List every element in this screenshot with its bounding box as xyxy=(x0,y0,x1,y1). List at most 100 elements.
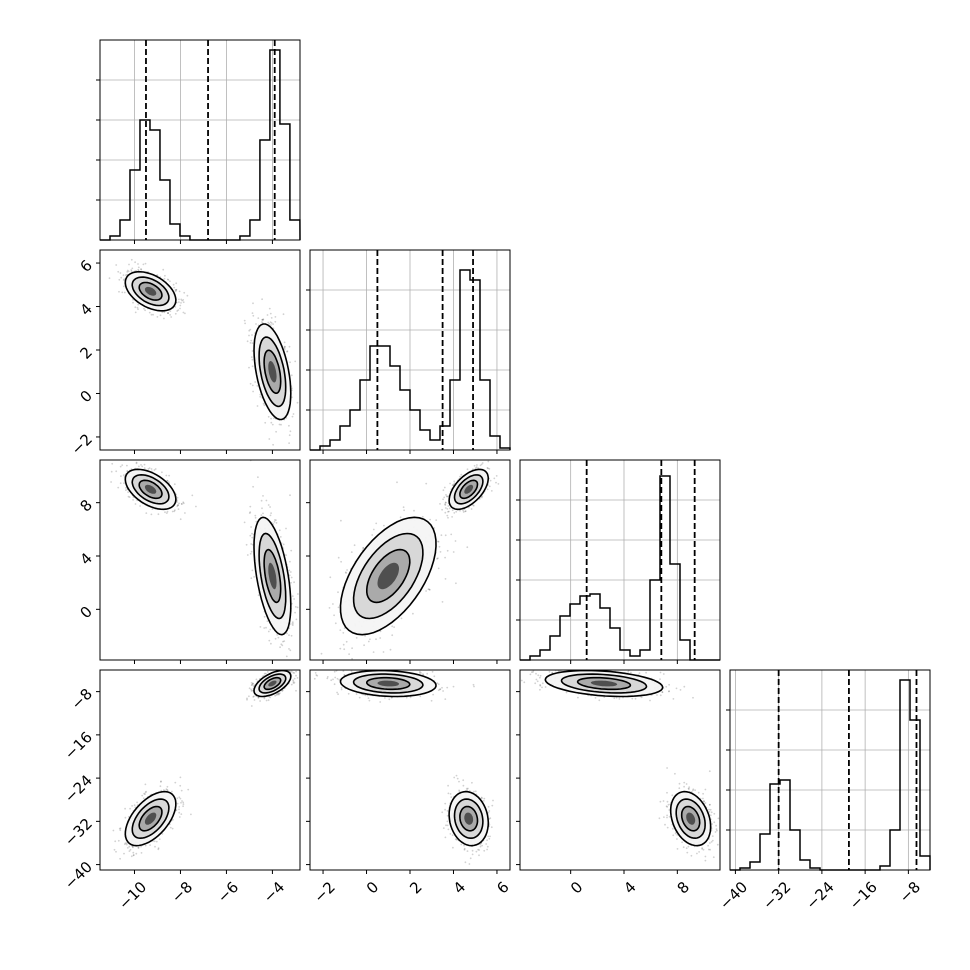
sample-point xyxy=(144,793,146,795)
sample-point xyxy=(173,510,176,513)
sample-point xyxy=(138,465,140,468)
sample-point xyxy=(127,491,129,493)
sample-point xyxy=(125,487,127,489)
sample-point xyxy=(435,519,438,521)
sample-point xyxy=(123,482,125,485)
sample-point xyxy=(355,637,358,639)
sample-point xyxy=(444,501,447,504)
sample-point xyxy=(137,847,140,849)
sample-point xyxy=(140,268,143,271)
sample-point xyxy=(345,640,348,643)
sample-point xyxy=(291,595,294,597)
sample-point xyxy=(367,640,370,643)
sample-point xyxy=(288,648,290,650)
sample-point xyxy=(286,632,288,635)
sample-point xyxy=(371,534,374,536)
sample-point xyxy=(153,840,156,843)
sample-point xyxy=(282,313,285,316)
sample-point xyxy=(285,527,287,530)
sample-point xyxy=(290,549,293,552)
sample-point xyxy=(119,482,122,485)
sample-point xyxy=(168,481,170,483)
sample-point xyxy=(447,516,449,519)
sample-point xyxy=(472,504,475,507)
sample-point xyxy=(280,643,283,646)
sample-point xyxy=(307,578,309,580)
sample-point xyxy=(174,306,177,308)
sample-point xyxy=(455,582,457,585)
sample-point xyxy=(446,549,449,552)
sample-point xyxy=(413,509,415,512)
sample-point xyxy=(129,848,132,851)
sample-point xyxy=(115,470,118,473)
sample-point xyxy=(421,515,424,518)
sample-point xyxy=(145,512,148,514)
sample-point xyxy=(249,552,252,555)
sample-point xyxy=(178,796,181,799)
sample-point xyxy=(339,647,342,650)
sample-point xyxy=(140,464,142,466)
sample-point xyxy=(121,464,124,466)
sample-point xyxy=(137,266,140,269)
sample-point xyxy=(163,311,166,314)
sample-point xyxy=(350,551,353,553)
sample-point xyxy=(497,483,500,485)
sample-point xyxy=(252,685,255,688)
sample-point xyxy=(466,468,469,471)
sample-point xyxy=(487,458,489,460)
sample-point xyxy=(282,543,285,546)
sample-point xyxy=(399,516,402,519)
sample-point xyxy=(288,634,290,637)
sample-point xyxy=(137,846,140,849)
sample-point xyxy=(169,826,172,829)
sample-point xyxy=(393,626,395,628)
sample-point xyxy=(290,576,293,579)
sample-point xyxy=(181,299,184,302)
sample-point xyxy=(263,627,266,629)
sample-point xyxy=(362,666,364,668)
sample-point xyxy=(337,591,339,594)
sample-point xyxy=(181,503,183,505)
sample-point xyxy=(429,518,431,521)
sample-point xyxy=(462,509,464,512)
sample-point xyxy=(135,462,138,465)
sample-point xyxy=(445,495,448,498)
sample-point xyxy=(131,805,134,807)
sample-point xyxy=(266,620,269,623)
sample-point xyxy=(119,857,121,860)
sample-point xyxy=(442,489,445,492)
sample-point xyxy=(493,477,496,480)
sample-point xyxy=(144,783,147,786)
sample-point xyxy=(251,536,254,539)
sample-point xyxy=(273,521,276,523)
sample-point xyxy=(342,632,345,634)
sample-point xyxy=(452,551,455,553)
sample-point xyxy=(161,311,164,314)
sample-point xyxy=(293,667,295,669)
sample-point xyxy=(488,485,491,488)
sample-point xyxy=(125,842,128,844)
sample-point xyxy=(291,415,294,418)
sample-point xyxy=(119,465,122,468)
sample-point xyxy=(270,322,273,324)
sample-point xyxy=(281,644,284,647)
sample-point xyxy=(290,634,293,637)
sample-point xyxy=(284,345,286,348)
sample-point xyxy=(181,800,183,802)
sample-point xyxy=(179,518,182,521)
sample-point xyxy=(176,505,179,508)
sample-point xyxy=(127,270,130,273)
sample-point xyxy=(271,423,274,426)
sample-point xyxy=(495,475,498,477)
sample-point xyxy=(351,647,353,650)
sample-point xyxy=(123,852,125,855)
sample-point xyxy=(464,510,467,513)
sample-point xyxy=(486,467,489,469)
sample-point xyxy=(289,571,292,573)
sample-point xyxy=(296,677,299,679)
sample-point xyxy=(453,480,456,483)
sample-point xyxy=(128,496,131,498)
sample-point xyxy=(343,627,346,630)
sample-point xyxy=(182,301,185,304)
sample-point xyxy=(134,306,137,309)
